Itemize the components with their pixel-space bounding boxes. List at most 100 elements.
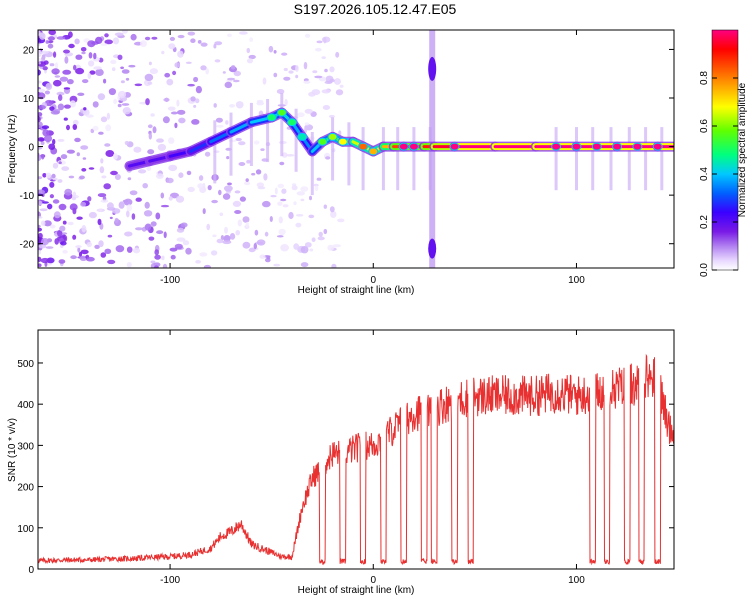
noise-blob bbox=[38, 146, 43, 150]
snr-x-tick-label: -100 bbox=[160, 575, 180, 586]
noise-blob bbox=[312, 70, 318, 74]
noise-blob bbox=[52, 138, 56, 145]
noise-blob bbox=[195, 85, 202, 94]
noise-blob bbox=[311, 237, 316, 242]
noise-blob bbox=[39, 32, 46, 40]
noise-blob bbox=[117, 90, 127, 99]
noise-blob bbox=[45, 83, 51, 89]
noise-blob bbox=[39, 208, 48, 212]
noise-blob bbox=[177, 109, 186, 115]
noise-blob bbox=[38, 250, 42, 255]
noise-blob bbox=[210, 250, 218, 256]
noise-blob bbox=[169, 247, 178, 252]
spectral-streak bbox=[266, 99, 270, 163]
noise-blob bbox=[195, 260, 202, 264]
noise-blob bbox=[161, 50, 165, 55]
noise-blob bbox=[56, 91, 65, 96]
spectrogram-y-tick-label: -10 bbox=[20, 191, 35, 202]
noise-blob bbox=[232, 79, 240, 83]
noise-blob bbox=[124, 140, 129, 146]
spectral-streak bbox=[213, 120, 217, 184]
track-node bbox=[612, 142, 623, 151]
noise-blob bbox=[143, 210, 153, 217]
noise-blob bbox=[82, 157, 87, 160]
noise-blob bbox=[227, 33, 232, 38]
noise-blob bbox=[222, 71, 226, 74]
noise-blob bbox=[124, 231, 133, 237]
noise-blob bbox=[80, 145, 89, 150]
noise-blob bbox=[255, 169, 262, 175]
noise-blob bbox=[296, 112, 305, 118]
noise-blob bbox=[88, 52, 93, 59]
noise-blob bbox=[49, 63, 55, 67]
noise-blob bbox=[175, 195, 185, 203]
track-node bbox=[287, 118, 297, 127]
snr-y-tick-label: 500 bbox=[17, 359, 34, 370]
noise-blob bbox=[229, 233, 236, 240]
noise-blob bbox=[155, 212, 161, 220]
noise-blob bbox=[256, 101, 265, 106]
noise-blob bbox=[110, 170, 118, 176]
noise-blob bbox=[308, 214, 315, 219]
noise-blob bbox=[38, 62, 42, 65]
noise-blob bbox=[98, 131, 104, 135]
noise-blob bbox=[238, 141, 246, 146]
noise-blob bbox=[94, 244, 100, 249]
noise-blob bbox=[52, 177, 58, 181]
noise-blob bbox=[126, 204, 133, 212]
noise-blob bbox=[58, 94, 63, 101]
noise-blob bbox=[303, 61, 308, 70]
noise-blob bbox=[97, 208, 103, 212]
noise-blob bbox=[104, 143, 111, 147]
noise-blob bbox=[103, 183, 111, 190]
noise-blob bbox=[163, 97, 170, 102]
noise-blob bbox=[121, 103, 130, 106]
noise-blob bbox=[62, 69, 72, 75]
noise-blob bbox=[273, 72, 278, 78]
noise-blob bbox=[38, 263, 42, 268]
snr-y-ticks: 0 100 200 300 400 500 bbox=[17, 359, 674, 576]
noise-blob bbox=[100, 43, 108, 46]
noise-blob bbox=[262, 200, 271, 208]
noise-blob bbox=[73, 64, 77, 71]
noise-blob bbox=[199, 252, 208, 257]
noise-blob bbox=[87, 196, 92, 202]
noise-blob bbox=[256, 182, 264, 188]
noise-blob bbox=[232, 200, 241, 207]
noise-blob bbox=[204, 151, 211, 157]
noise-blob bbox=[324, 80, 333, 84]
noise-blob bbox=[128, 64, 136, 68]
colorbar-ticks: 0.0 0.2 0.4 0.6 0.8 bbox=[699, 71, 738, 277]
noise-blob bbox=[145, 98, 150, 106]
noise-blob bbox=[67, 79, 74, 85]
noise-blob bbox=[176, 99, 180, 107]
noise-blob bbox=[135, 227, 143, 231]
noise-blob bbox=[92, 125, 99, 131]
noise-blob bbox=[49, 181, 55, 188]
snr-x-ticks: -100 0 100 bbox=[160, 330, 585, 586]
noise-blob bbox=[80, 249, 89, 255]
noise-blob bbox=[147, 124, 153, 129]
noise-blob bbox=[152, 126, 157, 134]
spike-blob-upper bbox=[428, 56, 437, 81]
snr-x-axis-label: Height of straight line (km) bbox=[298, 585, 415, 596]
noise-blob bbox=[239, 31, 248, 35]
noise-blob bbox=[322, 105, 330, 110]
noise-blob bbox=[42, 173, 47, 178]
noise-blob bbox=[168, 196, 173, 201]
noise-blob bbox=[280, 198, 287, 202]
noise-blob bbox=[54, 62, 59, 69]
noise-blob bbox=[185, 247, 192, 255]
noise-blob bbox=[337, 218, 345, 223]
noise-blob bbox=[304, 122, 309, 126]
noise-blob bbox=[161, 255, 165, 261]
noise-blob bbox=[79, 255, 88, 261]
noise-blob bbox=[99, 166, 105, 174]
noise-blob bbox=[281, 188, 287, 194]
noise-blob bbox=[195, 98, 200, 104]
noise-blob bbox=[38, 58, 42, 63]
noise-blob bbox=[120, 80, 125, 84]
noise-blob bbox=[224, 81, 233, 89]
noise-blob bbox=[178, 172, 184, 178]
